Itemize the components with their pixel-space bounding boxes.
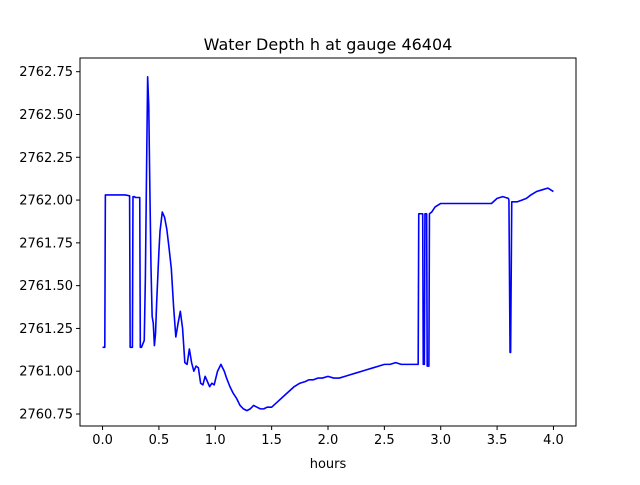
y-tick-label: 2761.75 bbox=[19, 236, 73, 251]
axes: 0.0 0.5 1.0 1.5 2.0 2.5 3.0 3.5 4.0 2760.75 2761.0… bbox=[19, 57, 577, 448]
y-tick-label: 2762.25 bbox=[19, 151, 73, 166]
x-tick-label: 3.5 bbox=[487, 433, 508, 448]
y-tick-label: 2762.75 bbox=[19, 65, 73, 80]
series-line-1 bbox=[102, 76, 554, 412]
chart-title: Water Depth h at gauge 46404 bbox=[204, 35, 453, 54]
x-tick-label: 2.0 bbox=[318, 433, 339, 448]
y-tick-label: 2761.25 bbox=[19, 322, 73, 337]
y-tick-label: 2761.00 bbox=[19, 365, 73, 380]
x-tick-label: 3.0 bbox=[430, 433, 451, 448]
x-tick-label: 4.0 bbox=[543, 433, 564, 448]
plot-area bbox=[102, 76, 554, 412]
x-tick-label: 1.0 bbox=[205, 433, 226, 448]
x-tick-label: 0.0 bbox=[92, 433, 113, 448]
x-tick-label: 2.5 bbox=[374, 433, 395, 448]
y-tick-label: 2762.00 bbox=[19, 194, 73, 209]
x-axis-label: hours bbox=[310, 457, 347, 472]
y-tick-label: 2762.50 bbox=[19, 108, 73, 123]
y-tick-label: 2761.50 bbox=[19, 279, 73, 294]
x-tick-label: 1.5 bbox=[261, 433, 282, 448]
y-tick-label: 2760.75 bbox=[19, 408, 73, 423]
x-tick-label: 0.5 bbox=[149, 433, 170, 448]
